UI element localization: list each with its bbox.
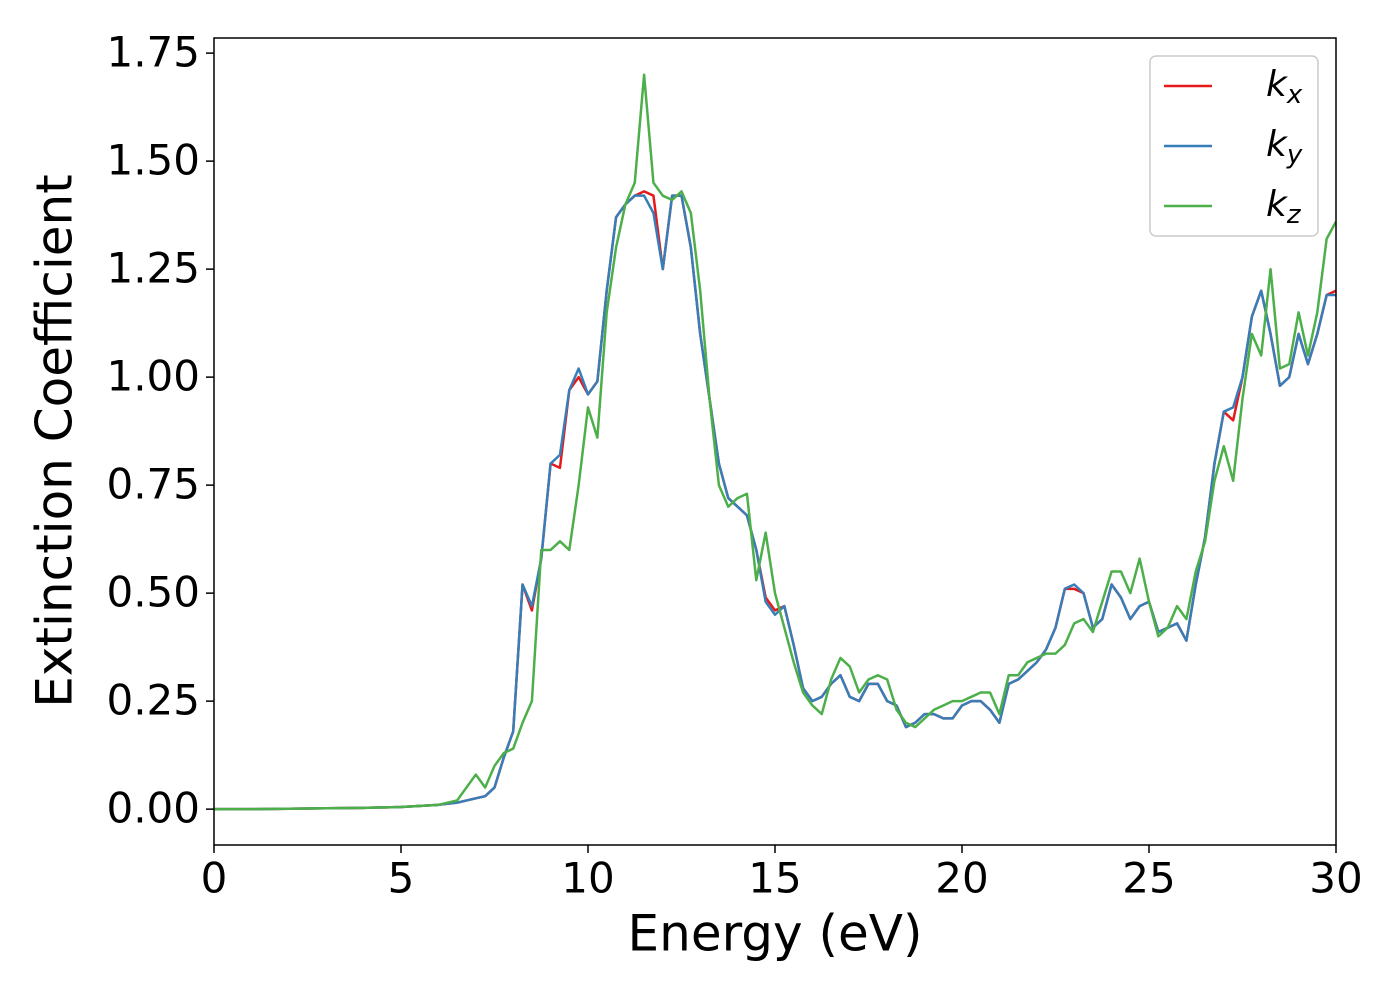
y-tick-label: 1.50	[106, 136, 200, 185]
x-tick-label: 20	[935, 854, 988, 903]
x-axis-label: Energy (eV)	[628, 905, 923, 963]
y-tick-label: 1.00	[106, 352, 200, 401]
y-tick-label: 1.75	[106, 28, 200, 77]
legend-label: ky	[1266, 124, 1303, 170]
series-line	[214, 190, 1336, 811]
x-tick-label: 25	[1122, 854, 1175, 903]
plot-frame	[213, 37, 1337, 846]
x-tick-label: 15	[748, 854, 801, 903]
y-tick-label: 0.75	[106, 460, 200, 509]
y-tick-label: 1.25	[106, 244, 200, 293]
y-tick-label: 0.25	[106, 676, 200, 725]
legend-label: kx	[1266, 64, 1303, 110]
x-tick-label: 30	[1309, 854, 1362, 903]
y-axis-label: Extinction Coefficient	[26, 174, 84, 708]
series-line	[214, 73, 1336, 811]
y-tick-label: 0.00	[106, 784, 200, 833]
y-tick-label: 0.50	[106, 568, 200, 617]
legend-box	[1149, 55, 1319, 237]
x-tick-label: 10	[561, 854, 614, 903]
legend-label: kz	[1266, 184, 1302, 230]
x-tick-label: 0	[201, 854, 228, 903]
x-tick-label: 5	[388, 854, 415, 903]
series-line	[214, 194, 1336, 811]
